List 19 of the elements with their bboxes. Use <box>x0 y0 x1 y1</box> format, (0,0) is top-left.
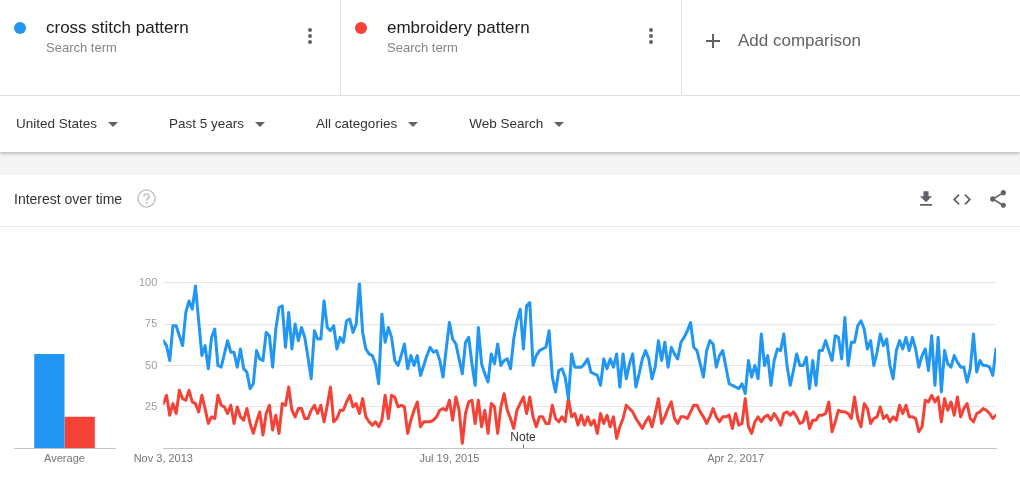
x-tick-label: Apr 2, 2017 <box>707 451 765 464</box>
text: Past 5 years <box>169 116 245 132</box>
x-tick-label: Nov 3, 2013 <box>133 451 193 464</box>
y-tick-label: 75 <box>145 317 158 330</box>
text: Search term <box>46 40 117 55</box>
y-tick-label: 100 <box>138 275 158 288</box>
text: All categories <box>316 116 398 132</box>
text: Search term <box>387 40 458 55</box>
y-tick-label: 25 <box>145 399 158 412</box>
y-tick-label: 50 <box>145 358 158 371</box>
text: Add comparison <box>738 31 861 51</box>
x-tick-label: Jul 19, 2015 <box>419 451 480 464</box>
text: United States <box>16 116 98 132</box>
legend-label: embroidery pattern <box>387 18 530 38</box>
legend-label: cross stitch pattern <box>46 18 189 38</box>
annotation: Note <box>510 429 537 444</box>
text: Web Search <box>469 116 544 132</box>
chart-title: Interest over time <box>14 191 123 208</box>
x-tick-label: Average <box>44 451 85 464</box>
